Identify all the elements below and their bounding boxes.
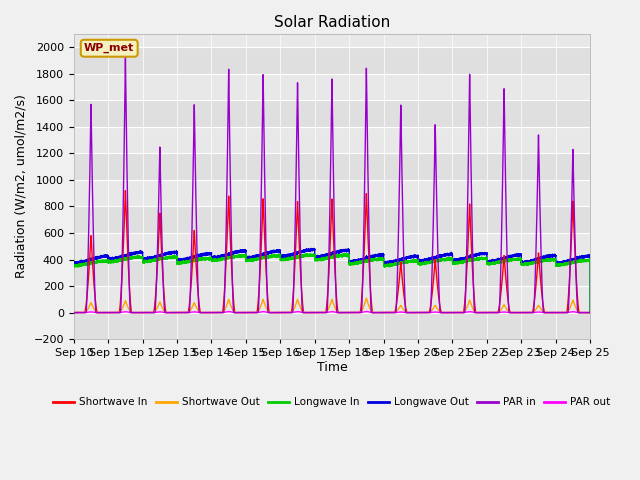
X-axis label: Time: Time: [317, 361, 348, 374]
Title: Solar Radiation: Solar Radiation: [274, 15, 390, 30]
Text: WP_met: WP_met: [84, 43, 134, 53]
Bar: [74, 47, 590, 74]
Legend: Shortwave In, Shortwave Out, Longwave In, Longwave Out, PAR in, PAR out: Shortwave In, Shortwave Out, Longwave In…: [49, 393, 615, 411]
Bar: [74, 100, 590, 127]
Bar: [74, 260, 590, 286]
Bar: [74, 154, 590, 180]
Y-axis label: Radiation (W/m2, umol/m2/s): Radiation (W/m2, umol/m2/s): [15, 95, 28, 278]
Bar: [74, 206, 590, 233]
Bar: [74, 312, 590, 339]
